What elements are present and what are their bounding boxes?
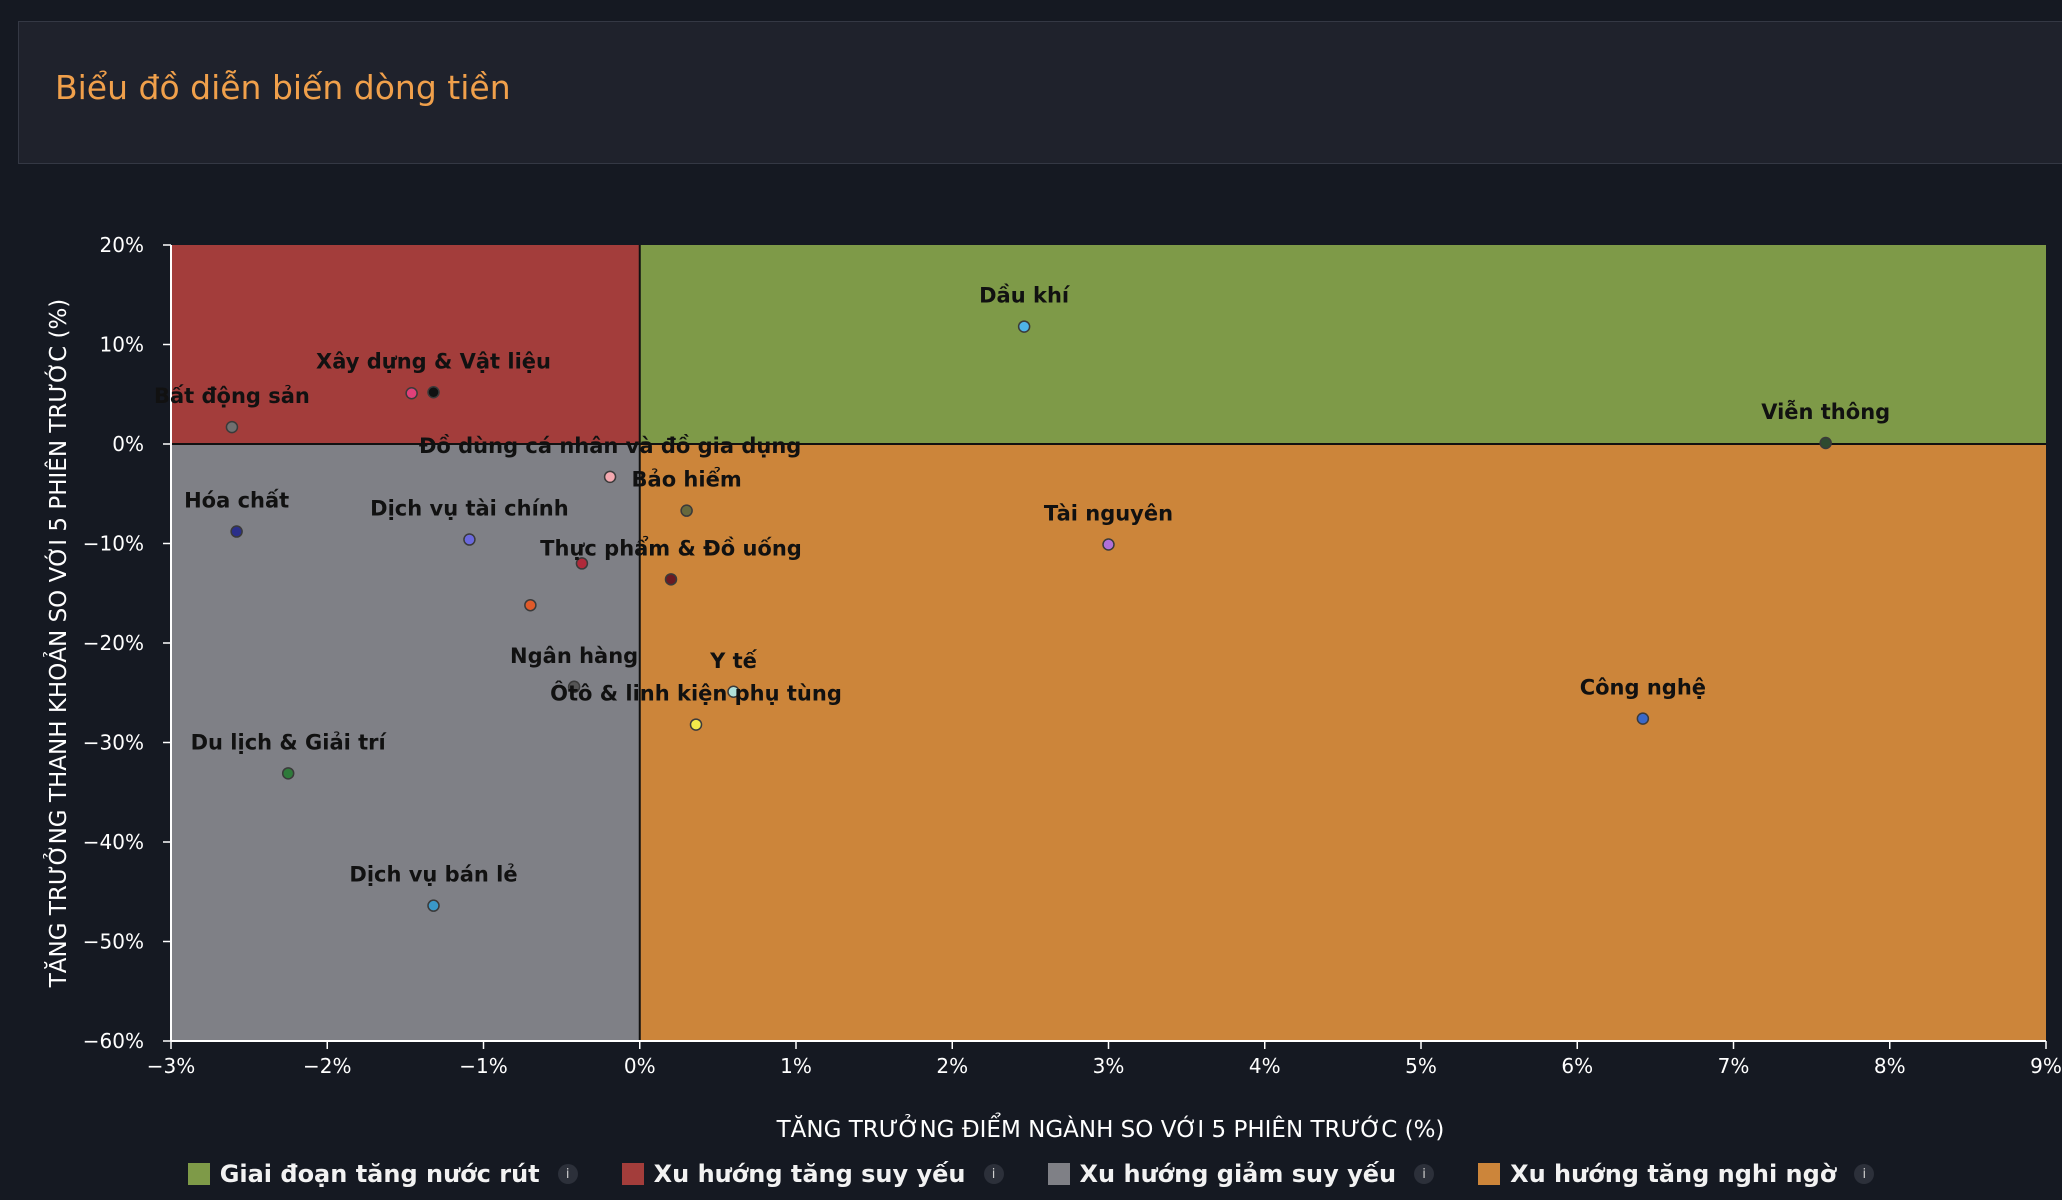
y-tick-label: −50% [83, 930, 144, 954]
legend-swatch-weak-uptrend [621, 1163, 644, 1185]
quadrant-bottom-left [171, 444, 640, 1041]
y-tick-label: 20% [100, 233, 144, 257]
data-point [664, 573, 678, 586]
legend-label-weak-uptrend: Xu hướng tăng suy yếu [653, 1160, 966, 1188]
cashflow-scatter-chart: −3% −2% −1% 0% 1% 2% 3% 4% 5% 6% 7% 8% 9% 20% 10% 0% −10… [43, 233, 2062, 1143]
y-tick-label: −40% [83, 830, 144, 854]
info-icon[interactable]: i [1414, 1164, 1435, 1184]
data-point [230, 525, 243, 538]
data-point [680, 504, 693, 517]
data-label: Bất động sản [154, 384, 310, 408]
chart-legend: Giai đoạn tăng nước rút i Xu hướng tăng … [0, 1154, 2062, 1194]
y-tick-label: −10% [83, 532, 144, 556]
legend-label-weak-downtrend: Xu hướng giảm suy yếu [1079, 1160, 1397, 1188]
y-tick-label: 10% [100, 333, 144, 357]
data-label: Tài nguyên [1044, 501, 1173, 525]
data-label: Dịch vụ bán lẻ [349, 863, 517, 887]
quadrant-bottom-right [639, 444, 2046, 1041]
data-point [1017, 320, 1031, 333]
data-label: Y tế [709, 649, 758, 673]
data-point [427, 386, 440, 399]
quadrant-top-right [639, 245, 2046, 444]
data-point [524, 598, 537, 612]
data-point [225, 420, 239, 434]
y-tick-label: −60% [83, 1029, 144, 1053]
data-point [567, 680, 581, 694]
legend-item-weak-uptrend[interactable]: Xu hướng tăng suy yếu i [621, 1160, 1004, 1188]
chart-header: Biểu đồ diễn biến dòng tiền [18, 21, 2062, 164]
x-tick-label: 6% [1561, 1054, 1593, 1078]
data-label: Dầu khí [979, 284, 1071, 308]
data-label: Du lịch & Giải trí [191, 730, 388, 754]
x-tick-label: −2% [303, 1054, 352, 1078]
x-tick-label: 1% [780, 1054, 812, 1078]
data-label: Bảo hiểm [632, 467, 742, 492]
data-point [575, 557, 589, 570]
y-tick-label: −30% [83, 731, 144, 755]
legend-item-doubtful-uptrend[interactable]: Xu hướng tăng nghi ngờ i [1478, 1160, 1875, 1188]
data-point [603, 470, 617, 484]
data-label: Hóa chất [184, 489, 289, 513]
legend-swatch-sprint [187, 1163, 210, 1185]
data-label: Thực phẩm & Đồ uống [540, 535, 802, 560]
x-tick-label: 8% [1874, 1054, 1906, 1078]
x-tick-label: −3% [147, 1054, 196, 1078]
x-tick-label: −1% [459, 1054, 508, 1078]
x-tick-label: 0% [624, 1054, 656, 1078]
x-axis-title: TĂNG TRƯỞNG ĐIỂM NGÀNH SO VỚI 5 PHIÊN TR… [776, 1113, 1445, 1143]
data-label: Ôtô & linh kiện phụ tùng [550, 681, 842, 706]
data-label: Dịch vụ tài chính [370, 497, 569, 521]
data-point [463, 533, 476, 546]
y-axis-title: TĂNG TRƯỞNG THANH KHOẢN SO VỚI 5 PHIÊN T… [43, 299, 72, 989]
legend-swatch-doubtful-uptrend [1478, 1163, 1501, 1185]
x-tick-label: 4% [1249, 1054, 1281, 1078]
legend-item-sprint[interactable]: Giai đoạn tăng nước rút i [187, 1160, 578, 1188]
x-tick-label: 7% [1718, 1054, 1750, 1078]
data-label: Viễn thông [1761, 400, 1890, 424]
legend-label-doubtful-uptrend: Xu hướng tăng nghi ngờ [1510, 1160, 1837, 1188]
x-tick-label: 9% [2030, 1054, 2062, 1078]
data-point [427, 899, 440, 912]
legend-swatch-weak-downtrend [1047, 1163, 1070, 1185]
data-label: Công nghệ [1580, 676, 1706, 700]
x-tick-label: 3% [1093, 1054, 1125, 1078]
legend-item-weak-downtrend[interactable]: Xu hướng giảm suy yếu i [1047, 1160, 1435, 1188]
info-icon[interactable]: i [557, 1164, 578, 1184]
data-point [689, 718, 703, 731]
quadrant-top-left [171, 245, 640, 444]
y-tick-label: −20% [83, 631, 144, 655]
legend-label-sprint: Giai đoạn tăng nước rút [219, 1160, 540, 1188]
data-point [727, 685, 740, 699]
y-tick-label: 0% [112, 432, 144, 456]
info-icon[interactable]: i [983, 1164, 1004, 1184]
data-point [405, 387, 418, 400]
data-point [1819, 436, 1832, 450]
data-point [281, 767, 295, 780]
data-point [1636, 712, 1650, 725]
data-point [1102, 538, 1115, 551]
info-icon[interactable]: i [1854, 1164, 1875, 1184]
data-label: Xây dựng & Vật liệu [316, 349, 551, 373]
data-label: Ngân hàng [510, 644, 638, 668]
x-tick-label: 5% [1405, 1054, 1437, 1078]
x-tick-label: 2% [936, 1054, 968, 1078]
data-label: Đồ dùng cá nhân và đồ gia dụng [419, 434, 802, 458]
page-title: Biểu đồ diễn biến dòng tiền [55, 68, 511, 107]
